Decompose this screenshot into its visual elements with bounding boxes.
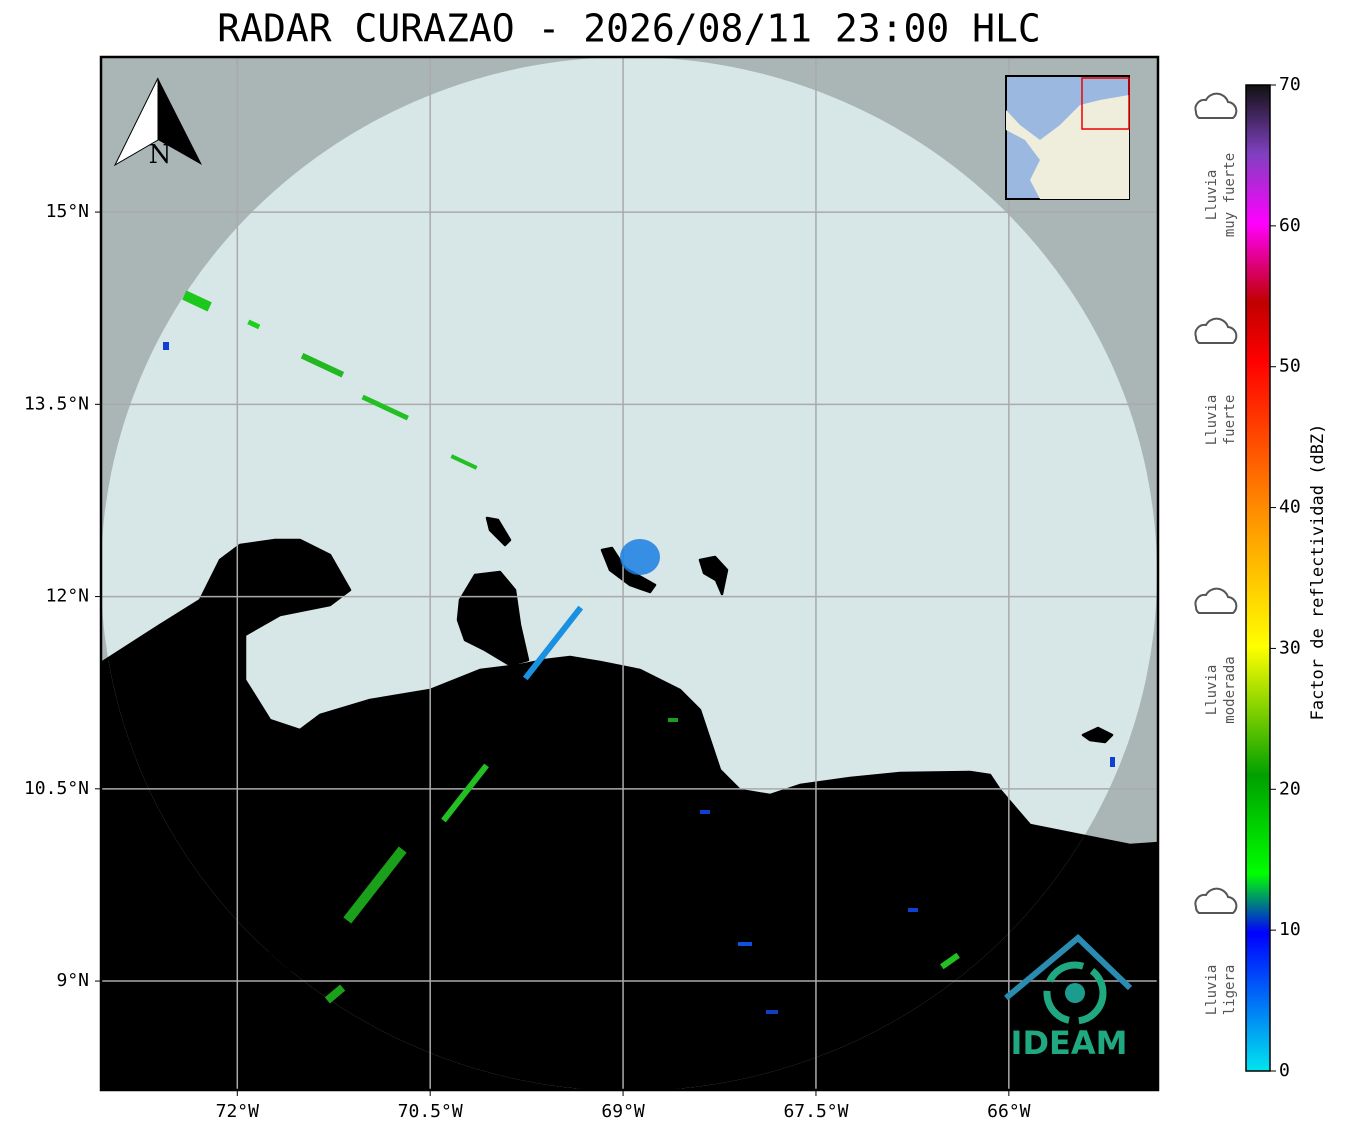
north-arrow: N bbox=[113, 77, 202, 170]
colorbar-tick-label: 10 bbox=[1279, 919, 1301, 940]
legend-text: Lluvia bbox=[1204, 395, 1220, 446]
legend-text: Lluvia bbox=[1204, 965, 1220, 1016]
legend-text: ligera bbox=[1222, 965, 1238, 1016]
colorbar-tick-label: 30 bbox=[1279, 637, 1301, 658]
x-tick-label: 72°W bbox=[216, 1101, 260, 1122]
x-tick-label: 70.5°W bbox=[398, 1101, 463, 1122]
y-tick-label: 15°N bbox=[46, 201, 89, 222]
colorbar-tick-label: 20 bbox=[1279, 778, 1301, 799]
x-tick-label: 69°W bbox=[601, 1101, 645, 1122]
rain-icon bbox=[1194, 317, 1238, 344]
legend-text: moderada bbox=[1222, 656, 1238, 723]
colorbar-tick-label: 70 bbox=[1279, 74, 1301, 95]
rain-icon bbox=[1194, 587, 1238, 614]
rain-icon bbox=[1194, 887, 1238, 914]
x-tick-label: 67.5°W bbox=[783, 1101, 848, 1122]
y-tick-label: 10.5°N bbox=[24, 778, 89, 799]
rain-icon bbox=[1194, 92, 1238, 119]
legend-text: Lluvia bbox=[1204, 665, 1220, 716]
colorbar-label: Factor de reflectividad (dBZ) bbox=[1308, 424, 1328, 721]
logo: IDEAM bbox=[1004, 933, 1133, 1062]
inset-map bbox=[1005, 75, 1130, 200]
y-tick-label: 13.5°N bbox=[24, 393, 89, 414]
radar-echoes bbox=[163, 290, 1115, 1014]
colorbar-tick-label: 50 bbox=[1279, 356, 1301, 377]
y-tick-label: 9°N bbox=[56, 970, 89, 991]
map: N IDEAM bbox=[101, 57, 1158, 1090]
colorbar-tick-label: 60 bbox=[1279, 215, 1301, 236]
legend-text: fuerte bbox=[1222, 395, 1238, 446]
colorbar-tick-label: 0 bbox=[1279, 1060, 1290, 1081]
colorbar-tick-label: 40 bbox=[1279, 497, 1301, 518]
y-tick-label: 12°N bbox=[46, 586, 89, 607]
legend-text: muy fuerte bbox=[1222, 153, 1238, 237]
grid bbox=[101, 57, 1158, 1090]
colorbar bbox=[1245, 84, 1271, 1072]
axis-ticks: 72°W 70.5°W 69°W 67.5°W 66°W 9°N 10.5°N 12°N 13.… bbox=[24, 201, 1031, 1122]
x-tick-label: 66°W bbox=[987, 1101, 1031, 1122]
legend-text: Lluvia bbox=[1204, 170, 1220, 221]
title: RADAR CURAZAO - 2026/08/11 23:00 HLC bbox=[217, 7, 1041, 51]
logo-text: IDEAM bbox=[1011, 1024, 1128, 1062]
north-label: N bbox=[149, 140, 172, 170]
map-frame bbox=[99, 55, 1160, 1092]
